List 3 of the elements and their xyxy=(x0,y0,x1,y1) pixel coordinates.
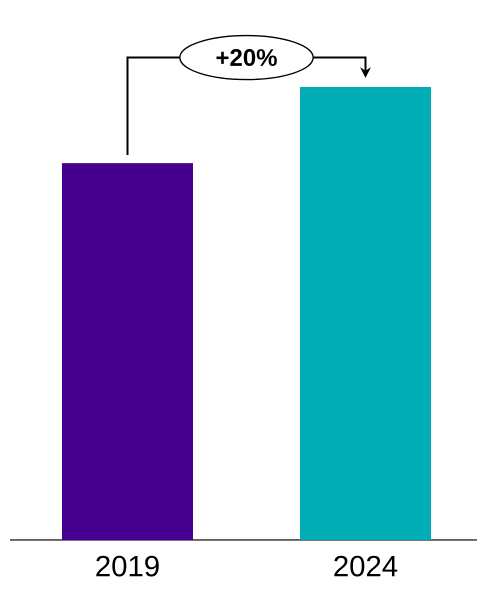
x-tick-label: 2024 xyxy=(334,556,398,577)
text: +20% xyxy=(216,49,277,66)
x-tick-label: 2019 xyxy=(96,556,159,577)
